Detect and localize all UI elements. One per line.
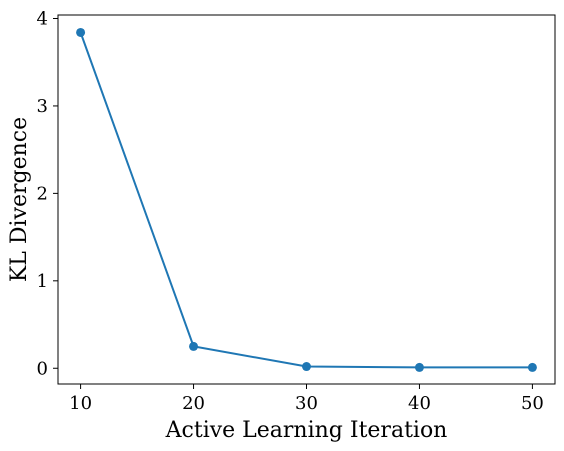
x-tick-label: 40	[408, 393, 431, 414]
data-point	[302, 362, 311, 372]
plot-frame	[57, 14, 556, 385]
y-axis-label: KL Divergence	[7, 117, 32, 282]
data-point	[527, 362, 537, 372]
y-tick-label: 2	[37, 183, 48, 204]
x-tick-label: 30	[295, 393, 318, 414]
series-layer	[76, 27, 537, 372]
x-tick-label: 10	[69, 393, 92, 414]
y-tick-label: 1	[37, 271, 48, 292]
series-line	[79, 32, 533, 369]
y-tick-label: 4	[37, 8, 48, 29]
x-tick-label: 50	[521, 393, 544, 414]
data-point	[189, 341, 199, 351]
x-axis-label: Active Learning Iteration	[165, 418, 448, 443]
data-point	[76, 27, 86, 37]
x-tick-label: 20	[182, 393, 205, 414]
y-tick-label: 0	[37, 358, 48, 379]
ticks-layer: 10 20 30 40 50 0 1 2 3 4	[37, 8, 544, 414]
data-point	[414, 362, 424, 372]
y-tick-label: 3	[37, 96, 48, 117]
